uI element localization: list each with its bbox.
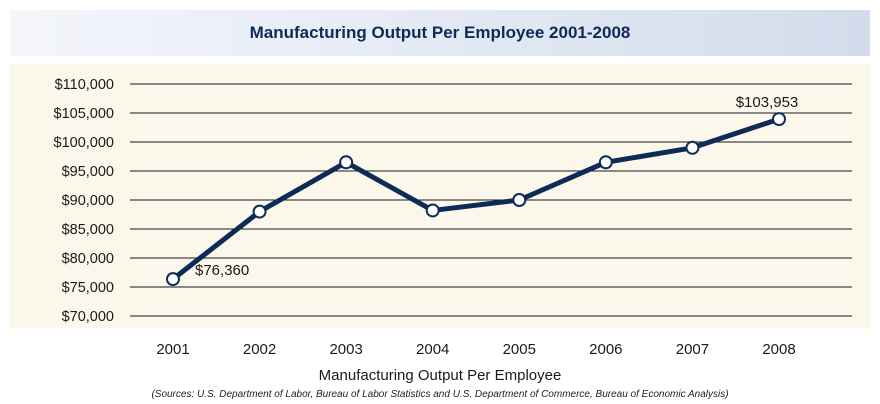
y-tick-label: $95,000 <box>62 164 114 180</box>
chart-title: Manufacturing Output Per Employee 2001-2… <box>249 23 631 42</box>
y-tick-label: $100,000 <box>54 135 114 151</box>
y-tick-label: $80,000 <box>62 251 114 267</box>
chart-title-band: Manufacturing Output Per Employee 2001-2… <box>10 10 870 56</box>
plot-area-background <box>10 64 870 328</box>
y-tick-label: $85,000 <box>62 222 114 238</box>
x-tick-label: 2001 <box>156 341 189 358</box>
data-point <box>339 155 354 170</box>
data-point <box>425 203 440 218</box>
data-label: $76,360 <box>195 262 249 279</box>
x-axis-title: Manufacturing Output Per Employee <box>318 367 562 384</box>
x-tick-label: 2004 <box>416 341 449 358</box>
series-line <box>170 116 782 282</box>
y-tick-label: $90,000 <box>62 193 114 209</box>
data-point <box>166 272 180 287</box>
data-point <box>512 193 527 207</box>
x-tick-label: 2003 <box>329 341 362 358</box>
data-point <box>252 204 267 219</box>
x-tick-label: 2008 <box>762 341 795 358</box>
y-tick-label: $75,000 <box>62 280 114 296</box>
x-tick-label: 2006 <box>589 341 622 358</box>
x-tick-label: 2007 <box>676 341 709 358</box>
source-note: (Sources: U.S. Department of Labor, Bure… <box>151 389 729 400</box>
data-point <box>772 112 786 127</box>
y-tick-label: $110,000 <box>55 77 114 93</box>
y-tick-label: $105,000 <box>54 106 114 122</box>
y-tick-label: $70,000 <box>62 309 114 325</box>
data-label: $103,953 <box>736 94 799 111</box>
data-point <box>685 140 700 155</box>
x-tick-label: 2005 <box>503 341 536 358</box>
data-point <box>598 155 613 170</box>
x-tick-label: 2002 <box>243 341 276 358</box>
